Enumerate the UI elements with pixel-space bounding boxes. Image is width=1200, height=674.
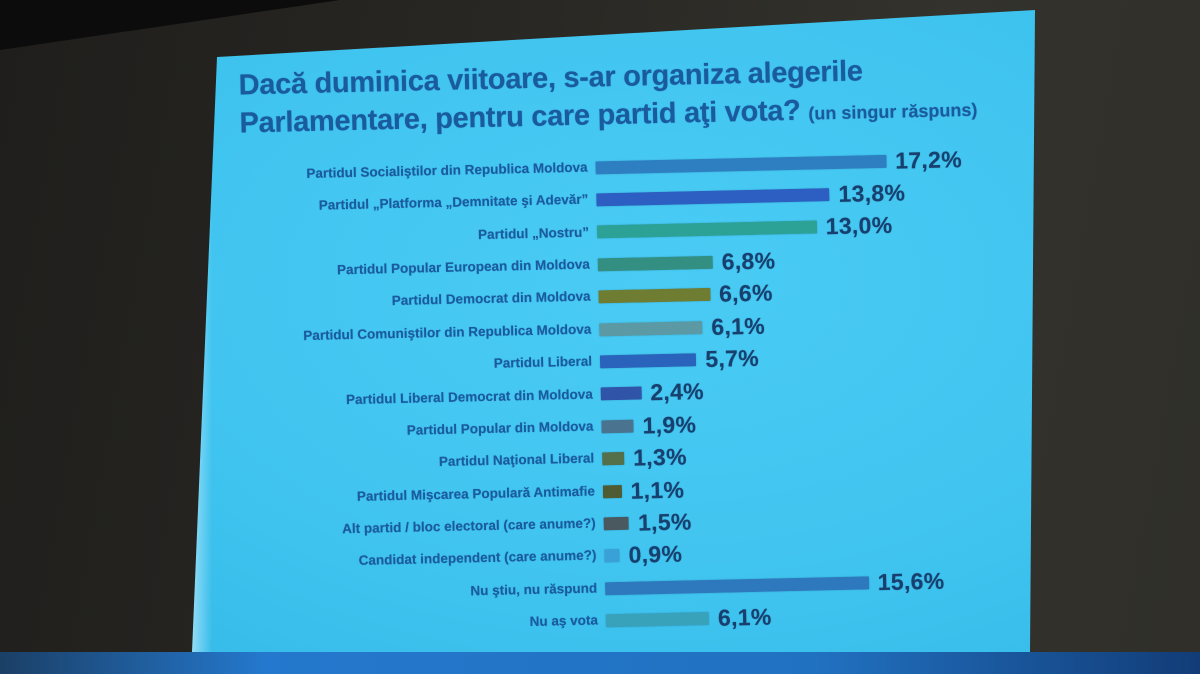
category-label: Partidul Mişcarea Populară Antimafie	[356, 483, 596, 504]
value-label: 6,8%	[721, 247, 776, 275]
category-label: Partidul Liberal	[493, 353, 593, 371]
bar	[598, 288, 711, 304]
category-label: Alt partid / bloc electoral (care anume?…	[342, 515, 596, 537]
category-label: Partidul „Nostru”	[477, 224, 590, 242]
chart-title-line2: Parlamentare, pentru care partid aţi vot…	[239, 94, 801, 140]
value-label: 13,0%	[825, 212, 893, 240]
bar	[596, 220, 817, 239]
bar	[595, 154, 887, 175]
value-label: 2,4%	[649, 378, 705, 406]
bar	[604, 549, 620, 563]
chart-title-note: (un singur răspuns)	[808, 99, 978, 124]
bar	[605, 576, 869, 596]
category-label: Partidul Popular European din Moldova	[336, 256, 590, 278]
bar-chart: Partidul Socialiştilor din Republica Mol…	[219, 141, 1050, 645]
value-label: 13,8%	[838, 179, 906, 208]
bar	[597, 255, 713, 272]
category-label: Partidul Comuniştilor din Republica Mold…	[303, 321, 592, 343]
value-label: 6,1%	[711, 312, 766, 340]
value-label: 5,7%	[705, 344, 760, 373]
category-label: Candidat independent (care anume?)	[358, 547, 597, 569]
bar	[600, 386, 642, 401]
category-label: Partidul Naţional Liberal	[438, 450, 595, 470]
value-label: 1,1%	[630, 476, 685, 504]
value-label: 17,2%	[894, 145, 963, 174]
bar	[596, 188, 830, 207]
category-label: Partidul Popular din Moldova	[406, 418, 594, 438]
bar	[599, 353, 697, 369]
category-label: Partidul Democrat din Moldova	[391, 288, 591, 309]
bar	[599, 320, 703, 337]
value-label: 1,9%	[642, 411, 697, 439]
slide-content: Dacă duminica viitoare, s-ar organiza al…	[217, 38, 1050, 656]
value-label: 6,6%	[718, 279, 773, 307]
bar	[605, 612, 710, 628]
value-label: 15,6%	[877, 567, 945, 595]
category-label: Partidul Liberal Democrat din Moldova	[345, 386, 593, 407]
category-label: Partidul „Platforma „Demnitate şi Adevăr…	[318, 191, 589, 213]
category-label: Nu aş vota	[529, 612, 599, 630]
value-label: 1,3%	[632, 443, 688, 471]
bar	[601, 419, 634, 434]
category-label: Partidul Socialiştilor din Republica Mol…	[306, 159, 588, 181]
value-label: 6,1%	[717, 603, 772, 631]
chart-title: Dacă duminica viitoare, s-ar organiza al…	[238, 49, 1030, 146]
category-label: Nu ştiu, nu răspund	[470, 580, 598, 599]
value-label: 0,9%	[628, 540, 683, 569]
bar	[602, 452, 625, 466]
projection-bottom-strip	[0, 652, 1200, 674]
bar	[603, 516, 630, 531]
bar	[602, 484, 622, 498]
value-label: 1,5%	[637, 508, 692, 536]
